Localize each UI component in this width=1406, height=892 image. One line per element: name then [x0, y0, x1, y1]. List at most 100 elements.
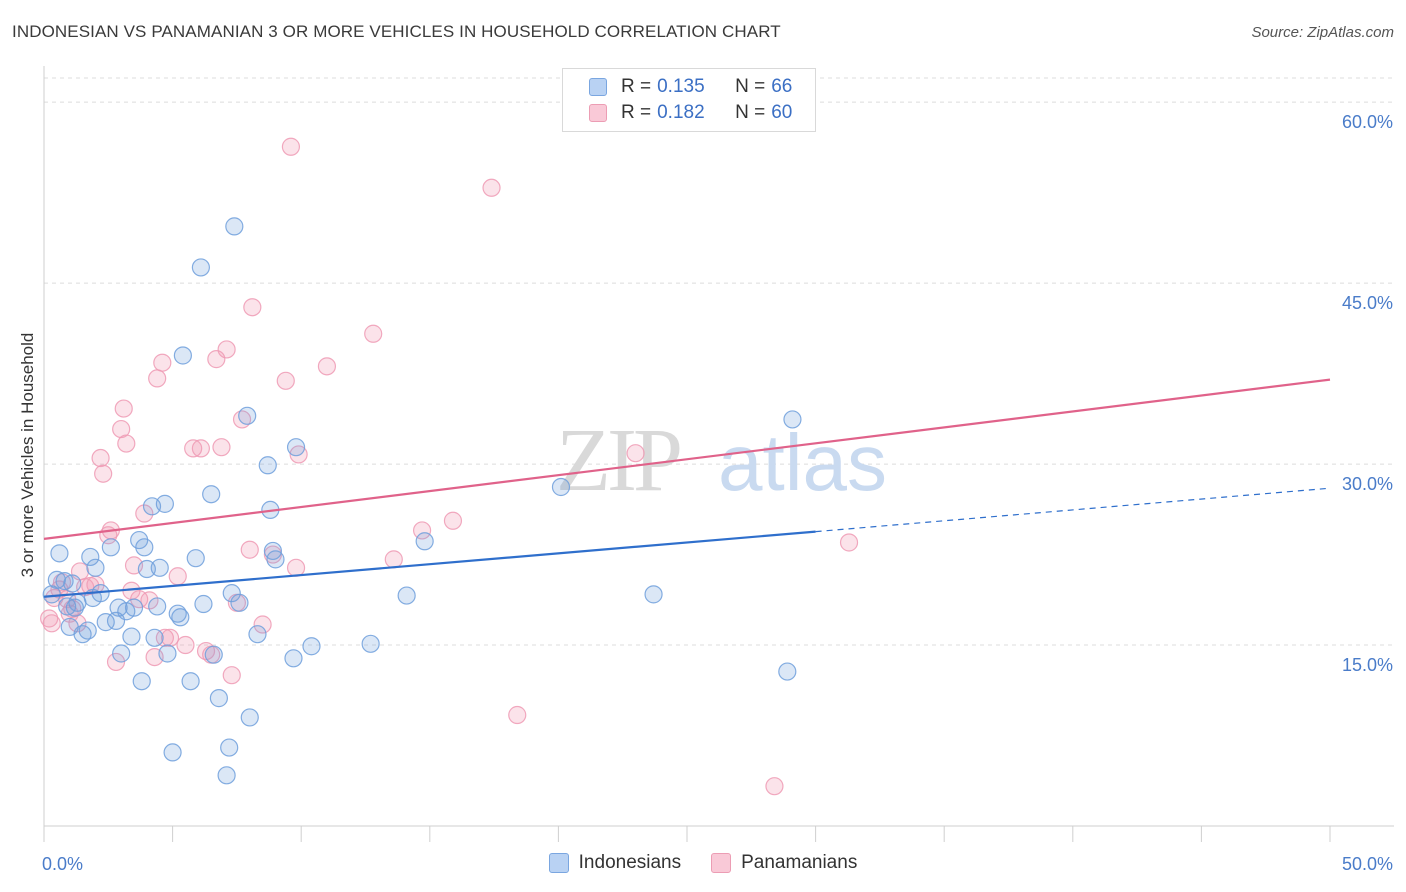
- data-point-panamanians: [184, 439, 203, 458]
- data-point-panamanians: [40, 609, 59, 628]
- data-point-indonesians: [132, 672, 151, 691]
- data-point-indonesians: [150, 558, 169, 577]
- r-value: 0.135: [657, 76, 705, 97]
- data-point-indonesians: [397, 586, 416, 605]
- data-point-indonesians: [171, 608, 190, 627]
- data-point-panamanians: [384, 550, 403, 569]
- data-point-panamanians: [508, 705, 527, 725]
- data-point-panamanians: [114, 399, 133, 418]
- data-point-indonesians: [122, 627, 141, 646]
- data-point-panamanians: [135, 504, 154, 523]
- legend-swatch-blue: [548, 853, 569, 873]
- data-point-indonesians: [86, 558, 105, 577]
- data-point-panamanians: [286, 558, 306, 577]
- data-point-indonesians: [266, 550, 285, 569]
- r-label: R =: [621, 76, 652, 97]
- x-tick-label-max: 50.0%: [1342, 854, 1393, 874]
- r-value: 0.182: [657, 102, 705, 123]
- watermark-zip: ZIP: [556, 411, 680, 510]
- data-point-indonesians: [155, 494, 174, 513]
- trend-line-indonesians-extrapolated: [815, 487, 1331, 533]
- data-point-indonesians: [361, 634, 380, 653]
- data-point-indonesians: [230, 593, 249, 612]
- data-point-indonesians: [148, 597, 167, 616]
- data-point-indonesians: [112, 644, 131, 663]
- data-point-panamanians: [168, 567, 187, 586]
- data-point-indonesians: [181, 672, 200, 691]
- data-point-panamanians: [276, 371, 295, 390]
- n-value: 66: [771, 76, 793, 97]
- y-tick-label: 60.0%: [1342, 112, 1393, 132]
- series-panamanians: [40, 137, 859, 796]
- data-point-panamanians: [160, 628, 180, 647]
- data-point-indonesians: [47, 570, 66, 589]
- data-point-panamanians: [289, 445, 308, 464]
- watermark: ZIP atlas: [556, 411, 887, 510]
- data-point-indonesians: [191, 258, 210, 277]
- n-label: N =: [735, 76, 766, 97]
- data-point-panamanians: [482, 178, 501, 197]
- data-point-panamanians: [243, 298, 262, 317]
- data-point-indonesians: [137, 559, 156, 579]
- data-point-panamanians: [412, 521, 432, 540]
- tick-labels: 15.0% 30.0% 45.0% 60.0% 0.0% 50.0%: [42, 112, 1393, 874]
- y-tick-label: 15.0%: [1342, 655, 1393, 675]
- data-point-indonesians: [240, 708, 259, 727]
- data-point-indonesians: [202, 485, 221, 504]
- axes: [43, 66, 1394, 842]
- data-point-panamanians: [217, 340, 236, 359]
- chart-title: INDONESIAN VS PANAMANIAN 3 OR MORE VEHIC…: [12, 22, 781, 41]
- data-point-indonesians: [135, 538, 154, 557]
- gridlines: [44, 77, 1394, 646]
- data-point-indonesians: [222, 584, 241, 603]
- data-point-indonesians: [194, 594, 213, 614]
- data-point-indonesians: [68, 593, 87, 612]
- x-tick-label-min: 0.0%: [42, 854, 83, 874]
- legend-swatch-pink: [589, 104, 607, 122]
- legend-item-panamanians[interactable]: Panamanians: [711, 852, 857, 874]
- data-point-panamanians: [148, 369, 167, 388]
- data-point-indonesians: [186, 549, 205, 568]
- data-point-panamanians: [94, 464, 113, 483]
- data-point-panamanians: [91, 448, 110, 468]
- data-point-panamanians: [153, 353, 172, 372]
- data-point-indonesians: [124, 598, 144, 617]
- trend-line-indonesians: [43, 530, 816, 598]
- data-point-indonesians: [644, 585, 663, 604]
- legend-swatch-blue: [589, 78, 607, 96]
- legend-label-panamanians: Panamanians: [741, 852, 858, 873]
- data-point-panamanians: [240, 540, 259, 559]
- y-tick-label: 45.0%: [1342, 293, 1393, 313]
- data-point-indonesians: [220, 738, 239, 757]
- data-point-indonesians: [284, 649, 303, 668]
- data-point-indonesians: [81, 547, 100, 567]
- data-point-indonesians: [225, 217, 244, 236]
- data-point-panamanians: [222, 666, 241, 685]
- trend-line-panamanians: [43, 378, 1331, 540]
- data-point-indonesians: [258, 456, 277, 475]
- data-point-indonesians: [302, 637, 321, 656]
- data-point-indonesians: [209, 689, 228, 708]
- data-point-indonesians: [778, 662, 797, 681]
- y-tick-label: 30.0%: [1342, 474, 1393, 494]
- data-point-indonesians: [163, 743, 182, 762]
- data-point-indonesians: [145, 628, 164, 647]
- data-point-panamanians: [626, 444, 645, 463]
- data-point-indonesians: [173, 346, 192, 365]
- data-point-indonesians: [78, 621, 97, 640]
- data-point-panamanians: [155, 628, 174, 647]
- data-point-indonesians: [415, 532, 434, 551]
- stats-row-indonesians: R = 0.135 N = 66: [589, 75, 792, 99]
- data-point-panamanians: [212, 438, 231, 457]
- series-legend: Indonesians Panamanians: [0, 852, 1406, 874]
- data-point-indonesians: [551, 477, 571, 497]
- y-axis-label: 3 or more Vehicles in Household: [18, 332, 37, 578]
- data-point-indonesians: [63, 574, 82, 593]
- data-point-panamanians: [443, 511, 463, 530]
- data-point-panamanians: [176, 635, 195, 655]
- data-point-indonesians: [65, 598, 84, 617]
- legend-item-indonesians[interactable]: Indonesians: [548, 852, 681, 874]
- series-indonesians: [42, 217, 802, 785]
- data-point-panamanians: [117, 434, 136, 453]
